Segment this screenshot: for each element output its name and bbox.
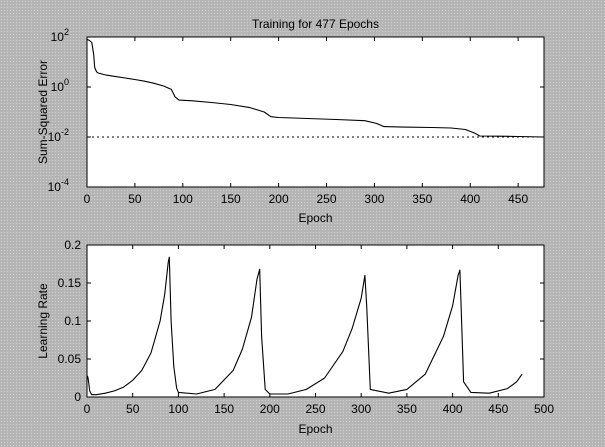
x-tick-label: 350 xyxy=(397,402,417,416)
top-y-axis-label: Sum-Squared Error xyxy=(36,60,50,164)
x-tick-label: 150 xyxy=(221,192,241,206)
bottom-y-axis-label: Learning Rate xyxy=(36,283,50,359)
y-tick-label: 102 xyxy=(51,27,69,44)
x-tick-label: 450 xyxy=(488,402,508,416)
top-x-axis-label: Epoch xyxy=(298,211,332,225)
x-tick-label: 500 xyxy=(534,402,554,416)
x-tick-label: 300 xyxy=(364,192,384,206)
top-axes: 0 50 100 150 200 250 300 350 400 450 102 100 10-2 10-… xyxy=(48,27,545,206)
plot-area xyxy=(86,244,545,398)
x-tick-label: 0 xyxy=(84,402,91,416)
y-tick-label: 0.2 xyxy=(64,238,81,252)
bottom-x-axis-label: Epoch xyxy=(298,422,332,436)
x-tick-label: 300 xyxy=(351,402,371,416)
x-tick-label: 0 xyxy=(84,192,91,206)
x-tick-label: 350 xyxy=(412,192,432,206)
x-tick-label: 200 xyxy=(260,402,280,416)
y-tick-label: 10-2 xyxy=(48,127,69,144)
y-tick-label: 0.05 xyxy=(58,352,82,366)
bottom-axes: 0 50 100 150 200 250 300 350 400 450 500 0 0.05 0.1 0.… xyxy=(58,238,555,416)
x-tick-label: 250 xyxy=(317,192,337,206)
x-tick-label: 200 xyxy=(269,192,289,206)
x-tick-label: 250 xyxy=(305,402,325,416)
y-tick-label: 0.1 xyxy=(64,314,81,328)
x-tick-label: 400 xyxy=(443,402,463,416)
x-tick-label: 50 xyxy=(128,192,142,206)
x-tick-label: 100 xyxy=(173,192,193,206)
error-curve xyxy=(86,38,545,138)
y-tick-label: 0 xyxy=(74,390,81,404)
y-tick-label: 100 xyxy=(51,77,69,94)
y-tick-label: 0.15 xyxy=(58,276,82,290)
plot-area xyxy=(86,36,545,188)
learning-rate-curve xyxy=(86,256,523,396)
x-tick-label: 100 xyxy=(168,402,188,416)
x-tick-label: 450 xyxy=(508,192,528,206)
x-tick-label: 150 xyxy=(214,402,234,416)
x-tick-label: 50 xyxy=(126,402,140,416)
y-tick-label: 10-4 xyxy=(48,177,69,194)
chart-title: Training for 477 Epochs xyxy=(252,17,379,31)
x-tick-label: 400 xyxy=(460,192,480,206)
